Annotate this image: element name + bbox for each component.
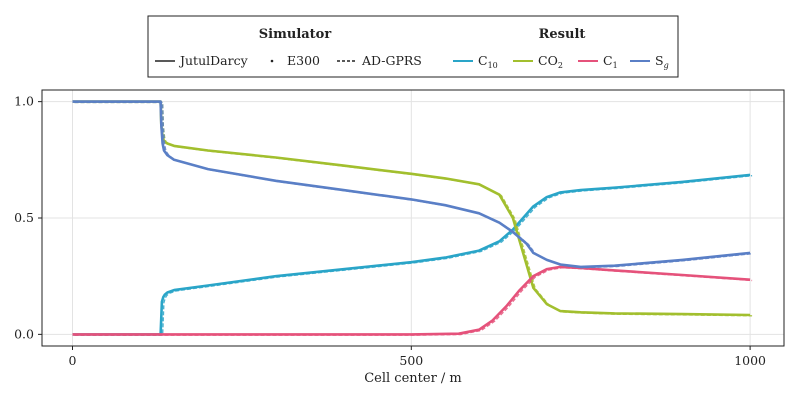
series-line-c10 [72, 173, 751, 336]
legend-label-e300: E300 [287, 53, 320, 68]
x-tick-label: 0 [69, 353, 77, 368]
legend-title-result: Result [539, 27, 586, 42]
plot-area: 0 500 1000 0.0 0.5 1.0 [14, 89, 785, 368]
legend-swatch-e300 [270, 59, 274, 63]
ticks: 0 500 1000 0.0 0.5 1.0 [14, 94, 766, 368]
legend-title-simulator: Simulator [259, 27, 332, 42]
x-axis-label: Cell center / m [364, 371, 462, 386]
series-group [72, 100, 753, 336]
series-line-c1 [72, 265, 751, 336]
legend: Simulator Result JutulDarcy E300 AD-GPRS… [147, 15, 679, 78]
series-line-sg [72, 100, 751, 269]
y-tick-label: 1.0 [14, 94, 34, 109]
legend-frame [147, 15, 679, 78]
legend-label-adgprs: AD-GPRS [361, 53, 422, 68]
x-tick-label: 1000 [734, 353, 766, 368]
x-tick-label: 500 [399, 353, 423, 368]
legend-label-jutuldarcy: JutulDarcy [178, 53, 249, 68]
legend-label-co2: CO2 [538, 53, 563, 70]
series-line-c1-adgprs [74, 266, 753, 336]
y-tick-label: 0.5 [14, 210, 34, 225]
series-line-co2-adgprs [74, 101, 753, 317]
y-tick-label: 0.0 [14, 326, 34, 341]
grid [42, 90, 784, 346]
